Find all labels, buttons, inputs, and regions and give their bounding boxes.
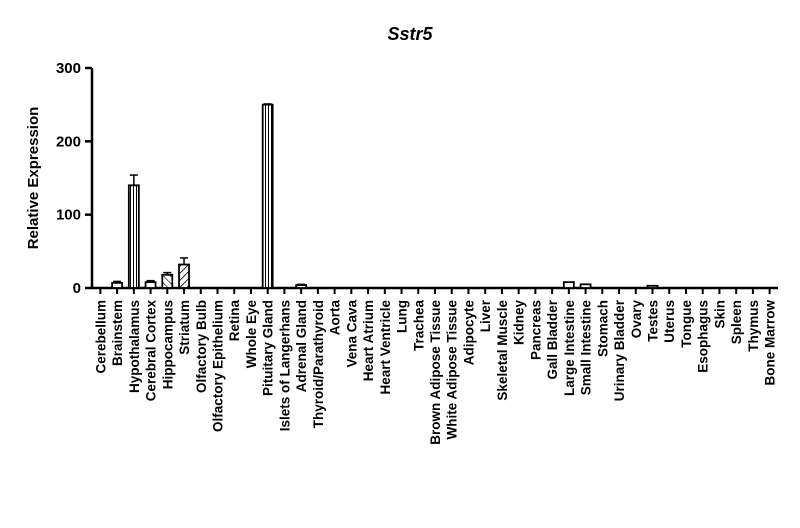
x-tick-label: Olfactory Bulb (194, 300, 209, 393)
x-tick-label: Large Intestine (562, 300, 577, 397)
x-tick-label: Whole Eye (244, 300, 259, 369)
x-tick-label: Spleen (729, 300, 744, 344)
x-tick-label: Adrenal Gland (294, 300, 309, 392)
x-tick-label: Olfactory Epithelium (210, 300, 225, 432)
y-axis-label: Relative Expression (25, 107, 42, 250)
y-axis: 0 100 200 300 (56, 60, 94, 297)
bar (579, 283, 592, 289)
x-tick-label: Esophagus (696, 300, 711, 373)
x-tick-label: Skin (712, 300, 727, 329)
y-tick-label: 300 (56, 60, 81, 77)
bar (127, 184, 140, 289)
x-tick-label: Vena Cava (344, 300, 359, 368)
y-tick-label: 200 (56, 133, 81, 150)
x-tick-label: White Adipose Tissue (445, 300, 460, 440)
x-tick-label: Pituitary Gland (261, 300, 276, 396)
x-tick-label: Thyroid/Parathyroid (311, 300, 326, 428)
x-tick-label: Ovary (629, 300, 644, 339)
x-tick-label: Cerebellum (93, 300, 108, 374)
x-tick-label: Lung (395, 300, 410, 333)
x-tick-label: Adipocyte (461, 300, 476, 366)
bar (646, 284, 659, 289)
x-tick-labels: Cerebellum Brainstem Hypothalamus Cerebral … (93, 299, 777, 445)
y-tick-label: 0 (73, 280, 81, 297)
bar (161, 273, 174, 289)
x-tick-label: Skeletal Muscle (495, 300, 510, 401)
bar (178, 263, 190, 289)
bars-group (111, 103, 659, 289)
x-tick-label: Urinary Bladder (612, 299, 627, 401)
x-tick-label: Hypothalamus (127, 300, 142, 393)
y-tick-label: 100 (56, 207, 81, 224)
x-axis (92, 286, 778, 294)
bar (111, 281, 123, 289)
x-tick-label: Brown Adipose Tissue (428, 300, 443, 445)
x-tick-label: Striatum (177, 300, 192, 355)
x-tick-label: Uterus (662, 300, 677, 343)
x-tick-label: Retina (227, 300, 242, 342)
x-tick-label: Heart Ventricle (378, 300, 393, 395)
x-tick-label: Tongue (679, 300, 694, 348)
x-tick-label: Pancreas (528, 300, 543, 360)
bar (295, 284, 308, 289)
x-tick-label: Bone Marrow (763, 300, 778, 386)
x-tick-label: Gall Bladder (545, 299, 560, 379)
x-tick-label: Small Intestine (579, 300, 594, 396)
x-tick-label: Thymus (746, 300, 761, 352)
x-tick-label: Islets of Langerhans (277, 300, 292, 431)
x-tick-label: Testes (646, 300, 661, 342)
x-tick-label: Trachea (411, 300, 426, 352)
x-tick-label: Liver (478, 299, 493, 332)
x-tick-label: Aorta (328, 300, 343, 336)
chart-title: Sstr5 (387, 24, 433, 44)
x-tick-label: Cerebral Cortex (144, 300, 159, 402)
x-tick-label: Hippocampus (160, 300, 175, 389)
bar (144, 281, 157, 289)
x-tick-label: Stomach (595, 300, 610, 357)
x-tick-label: Brainstem (110, 300, 125, 366)
bar (261, 103, 274, 289)
x-tick-label: Kidney (512, 300, 527, 346)
x-tick-label: Heart Atrium (361, 300, 376, 381)
bar (562, 281, 575, 289)
